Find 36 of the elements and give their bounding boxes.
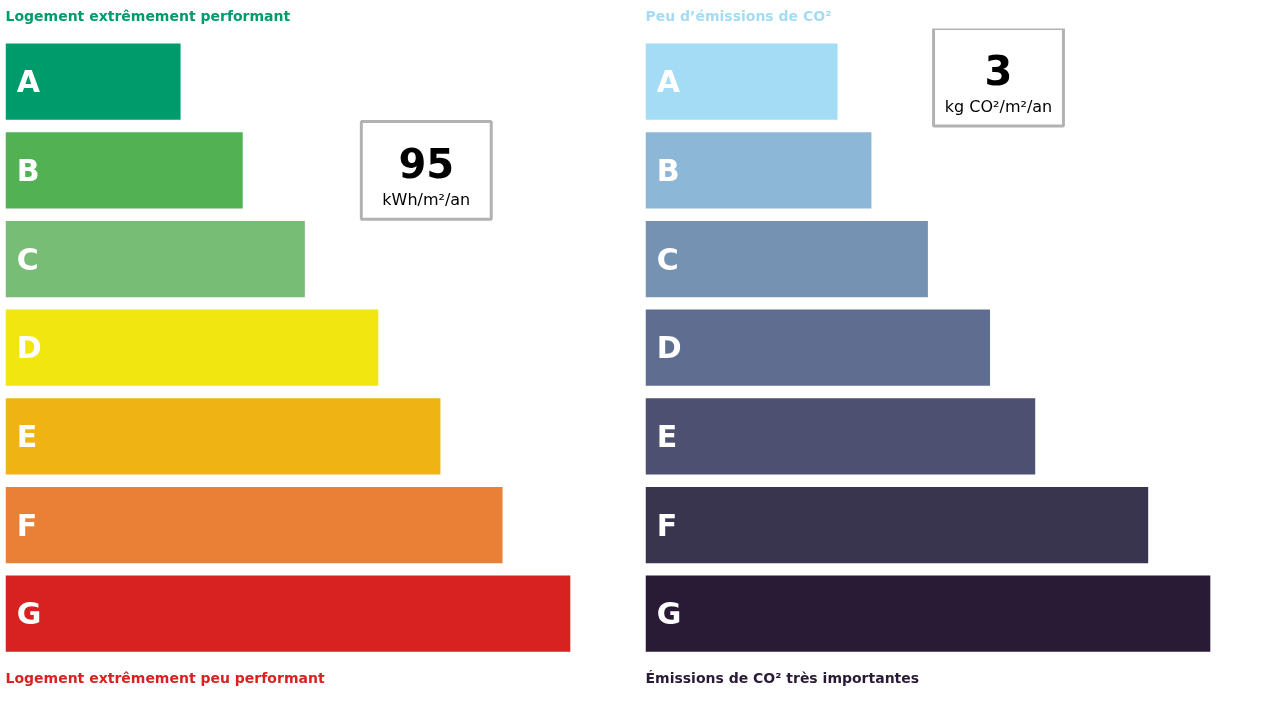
category-label: E <box>16 418 38 454</box>
category-label: C <box>16 241 39 277</box>
chart-title: Logement extrêmement performant <box>5 7 291 24</box>
category-label: B <box>16 152 40 188</box>
chart-title: Peu d’émissions de CO² <box>645 7 832 24</box>
annotation: 3 <box>984 48 1013 95</box>
category-label: F <box>656 507 678 543</box>
category-label: D <box>656 330 682 366</box>
bar <box>5 43 181 120</box>
bar <box>645 43 838 120</box>
bar <box>5 486 503 564</box>
bar <box>5 220 305 298</box>
category-label: G <box>656 596 682 632</box>
bar <box>645 575 1211 652</box>
category-label: A <box>656 64 681 100</box>
annotation: kg CO²/m²/an <box>944 97 1053 117</box>
bar <box>645 220 928 298</box>
category-label: F <box>16 507 38 543</box>
text: Émissions de CO² très importantes <box>645 669 920 686</box>
bar <box>645 398 1036 475</box>
category-label: A <box>16 64 41 100</box>
bar <box>645 132 872 209</box>
bar <box>5 398 441 475</box>
category-label: C <box>656 241 679 277</box>
annotation: kWh/m²/an <box>382 190 471 210</box>
category-label: E <box>656 418 678 454</box>
bar <box>645 486 1149 564</box>
category-label: B <box>656 152 680 188</box>
bar <box>5 132 243 209</box>
category-label: D <box>16 330 42 366</box>
bar <box>5 575 571 652</box>
bar <box>645 309 991 386</box>
text: Logement extrêmement peu performant <box>5 669 325 686</box>
bar <box>5 309 379 386</box>
annotation: 95 <box>398 141 455 188</box>
category-label: G <box>16 596 42 632</box>
